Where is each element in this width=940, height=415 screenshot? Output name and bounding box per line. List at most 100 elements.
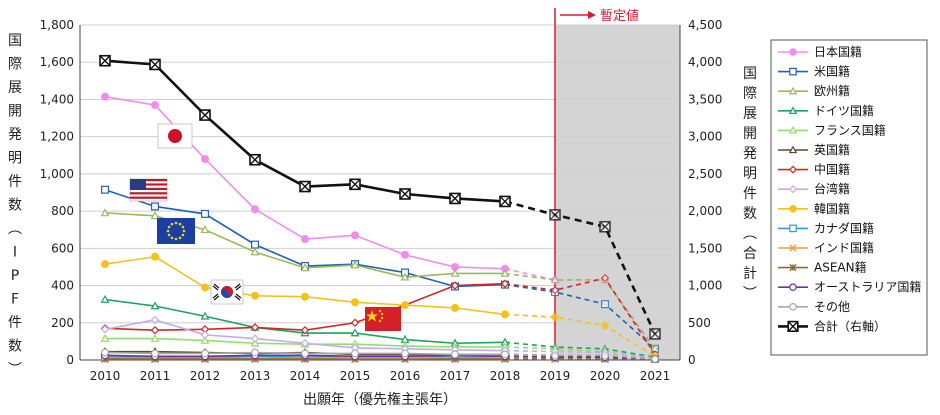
japan-flag-icon	[158, 124, 192, 148]
data-point	[352, 299, 359, 306]
data-point	[252, 249, 259, 255]
us-flag-icon	[130, 179, 167, 201]
legend-label: 合計（右軸）	[814, 318, 886, 333]
data-point	[452, 270, 459, 276]
data-point	[402, 336, 409, 342]
data-point	[452, 304, 459, 311]
data-point	[202, 226, 209, 232]
legend-label: ASEAN籍	[814, 260, 867, 275]
data-point	[152, 335, 159, 341]
data-point	[652, 356, 659, 363]
data-point	[600, 222, 610, 232]
axis-label-char: 開	[8, 104, 22, 120]
data-point	[150, 59, 160, 69]
axis-label-char: 展	[8, 80, 22, 96]
y-left-tick-label: 1,000	[40, 167, 74, 181]
legend-label: 日本国籍	[814, 44, 862, 59]
data-point	[352, 232, 359, 239]
data-point	[402, 302, 409, 309]
data-point	[102, 349, 109, 356]
provisional-marker: 暫定値	[560, 8, 639, 24]
data-point	[650, 329, 660, 339]
y-left-tick-label: 0	[66, 353, 74, 367]
data-point	[602, 301, 609, 308]
data-point	[552, 314, 559, 321]
data-point	[790, 68, 796, 74]
axis-label-char: 件	[8, 174, 22, 190]
data-point	[152, 203, 159, 210]
series-line-solid	[105, 300, 505, 344]
legend-label: カナダ国籍	[814, 220, 874, 235]
x-tick-label: 2011	[140, 369, 171, 383]
data-point	[200, 110, 210, 120]
data-point	[352, 330, 359, 336]
data-point	[252, 206, 259, 213]
eu-star	[179, 237, 182, 240]
legend-label: 米国籍	[814, 64, 850, 79]
data-point	[250, 155, 260, 165]
data-point	[402, 251, 409, 258]
data-point	[790, 225, 796, 231]
eu-star	[179, 223, 182, 226]
data-point	[202, 211, 209, 218]
legend-label: 台湾籍	[814, 181, 850, 196]
eu-star	[175, 222, 178, 225]
legend-label: フランス国籍	[814, 122, 886, 137]
axis-label-char: 明	[8, 151, 22, 167]
data-point	[790, 284, 796, 290]
axis-label-char: 件	[743, 186, 757, 202]
y-left-tick-label: 1,400	[40, 92, 74, 106]
data-point	[602, 352, 609, 359]
axis-label-char: 合	[743, 246, 757, 262]
data-point	[252, 349, 259, 356]
data-point	[202, 350, 209, 357]
y-left-tick-label: 1,200	[40, 130, 74, 144]
data-point	[202, 331, 209, 338]
data-point	[152, 350, 159, 357]
x-axis-ticks: 2010201120122013201420152016201720182019…	[90, 369, 671, 383]
x-tick-label: 2013	[240, 369, 271, 383]
x-tick-label: 2016	[390, 369, 421, 383]
data-point	[102, 261, 109, 268]
legend-label: 欧州籍	[814, 83, 850, 98]
axis-label-char: F	[11, 292, 19, 308]
axis-label-char: 開	[743, 126, 757, 142]
data-point	[790, 206, 796, 212]
data-point	[788, 322, 798, 332]
axis-label-char: 際	[8, 57, 22, 73]
y-left-tick-label: 800	[51, 204, 74, 218]
x-tick-label: 2014	[290, 369, 321, 383]
eu-star	[168, 234, 171, 237]
data-point	[102, 93, 109, 100]
axis-label-char: ︶	[8, 362, 22, 378]
axis-label-char: 際	[743, 86, 757, 102]
y-axis-right-label: 国際展開発明件数︵合計︶	[743, 66, 757, 302]
y-right-tick-label: 1,500	[688, 241, 722, 255]
eu-star	[168, 226, 171, 229]
x-tick-label: 2015	[340, 369, 371, 383]
y-left-tick-label: 1,800	[40, 18, 74, 32]
axis-label-char: I	[13, 245, 17, 261]
axis-label-char: 国	[743, 66, 757, 82]
y-right-tick-label: 4,500	[688, 18, 722, 32]
y-left-tick-label: 400	[51, 279, 74, 293]
data-point	[350, 179, 360, 189]
data-point	[252, 241, 259, 248]
axis-label-char: 数	[8, 339, 22, 355]
data-point	[400, 189, 410, 199]
data-point	[152, 303, 159, 309]
data-point	[602, 322, 609, 329]
eu-star	[171, 223, 174, 226]
x-axis-label: 出願年（優先権主張年）	[303, 391, 457, 408]
y-axis-left-ticks: 02004006008001,0001,2001,4001,6001,800	[40, 18, 74, 367]
x-tick-label: 2017	[440, 369, 471, 383]
data-point	[102, 296, 109, 302]
x-tick-label: 2018	[490, 369, 521, 383]
legend-label: 中国籍	[814, 162, 850, 177]
axis-label-char: 発	[743, 146, 757, 162]
data-point	[202, 284, 209, 291]
data-point	[202, 156, 209, 163]
y-left-tick-label: 200	[51, 316, 74, 330]
y-right-tick-label: 3,000	[688, 130, 722, 144]
y-axis-right-ticks: 05001,0001,5002,0002,5003,0003,5004,0004…	[688, 18, 722, 367]
